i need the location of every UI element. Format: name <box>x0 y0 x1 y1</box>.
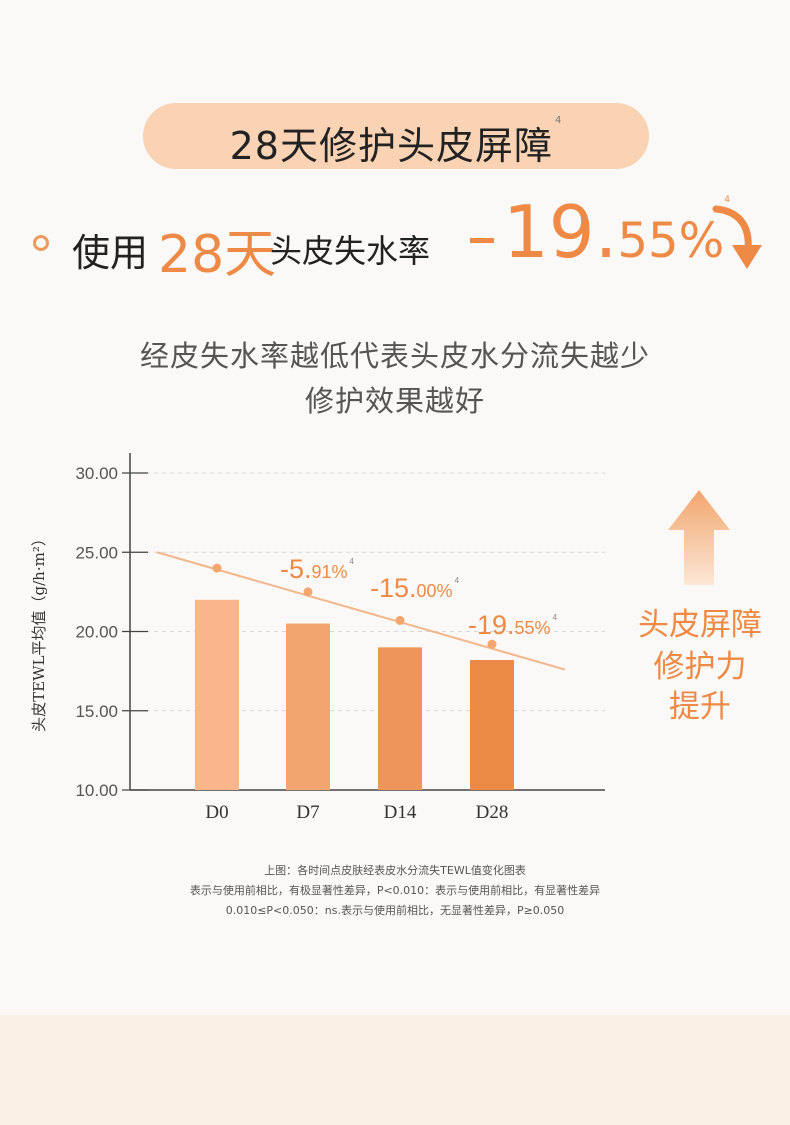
trend-marker <box>212 563 222 573</box>
headline-prefix: 使用 <box>72 231 149 275</box>
up-arrow-icon <box>668 490 730 585</box>
page-title: 28天修护头皮屏障4 <box>143 115 649 170</box>
curved-down-arrow-icon <box>712 205 762 269</box>
y-tick-label: 25.00 <box>75 543 118 562</box>
y-axis-label: 头皮TEWL平均值（g/h·m²） <box>30 531 48 732</box>
bar <box>286 623 330 790</box>
x-tick-label: D7 <box>296 802 319 823</box>
description-line-2: 修护效果越好 <box>304 384 485 418</box>
bullet-circle-icon <box>33 235 49 251</box>
side-label-line-1: 头皮屏障 <box>638 607 762 643</box>
footnote-1: 上图：各时间点皮肤经表皮水分流失TEWL值变化图表 <box>264 864 526 877</box>
description-line-1: 经皮失水率越低代表头皮水分流失越少 <box>139 339 650 373</box>
headline-suffix: 头皮失水率 <box>270 232 431 270</box>
headline-value-int: 19. <box>503 190 618 274</box>
trend-marker <box>487 639 497 649</box>
headline-superscript: 4 <box>724 195 730 205</box>
change-annotation: -19.55%4 <box>468 610 558 640</box>
y-tick-label: 30.00 <box>75 464 118 483</box>
bar <box>470 660 514 790</box>
trend-line <box>156 551 566 671</box>
bottom-band <box>0 1015 790 1125</box>
bar <box>378 647 422 790</box>
trend-marker <box>395 615 405 625</box>
headline-value: 19.55%4 <box>503 195 730 269</box>
y-tick-label: 20.00 <box>75 623 118 642</box>
y-tick-label: 15.00 <box>75 702 118 721</box>
change-annotation: -5.91%4 <box>280 554 355 584</box>
x-tick-label: D28 <box>476 802 509 823</box>
headline-value-dec: 55% <box>617 213 725 269</box>
x-tick-label: D14 <box>384 802 417 823</box>
title-label: 28天修护头皮屏障 <box>229 124 553 168</box>
title-superscript: 4 <box>554 115 563 126</box>
tewl-bar-chart: 10.00 15.00 20.00 25.00 30.00 头皮TEWL平均值（g/h·m… <box>30 453 605 823</box>
trend-marker <box>303 587 313 597</box>
minus-sign-icon <box>470 238 494 243</box>
footnote-2: 表示与使用前相比，有极显著性差异，P<0.010：表示与使用前相比，有显著性差异 <box>189 884 601 897</box>
x-tick-label: D0 <box>205 802 228 823</box>
change-annotation: -15.00%4 <box>370 573 460 603</box>
headline-days: 28天 <box>158 225 277 285</box>
side-label-line-2: 修护力 <box>653 649 747 685</box>
title-pill: 28天修护头皮屏障4 <box>143 103 649 169</box>
y-tick-label: 10.00 <box>75 781 118 800</box>
bar <box>195 599 239 790</box>
footnote-3: 0.010≤P<0.050：ns.表示与使用前相比，无显著性差异，P≥0.050 <box>225 904 565 917</box>
side-label-line-3: 提升 <box>669 689 731 725</box>
